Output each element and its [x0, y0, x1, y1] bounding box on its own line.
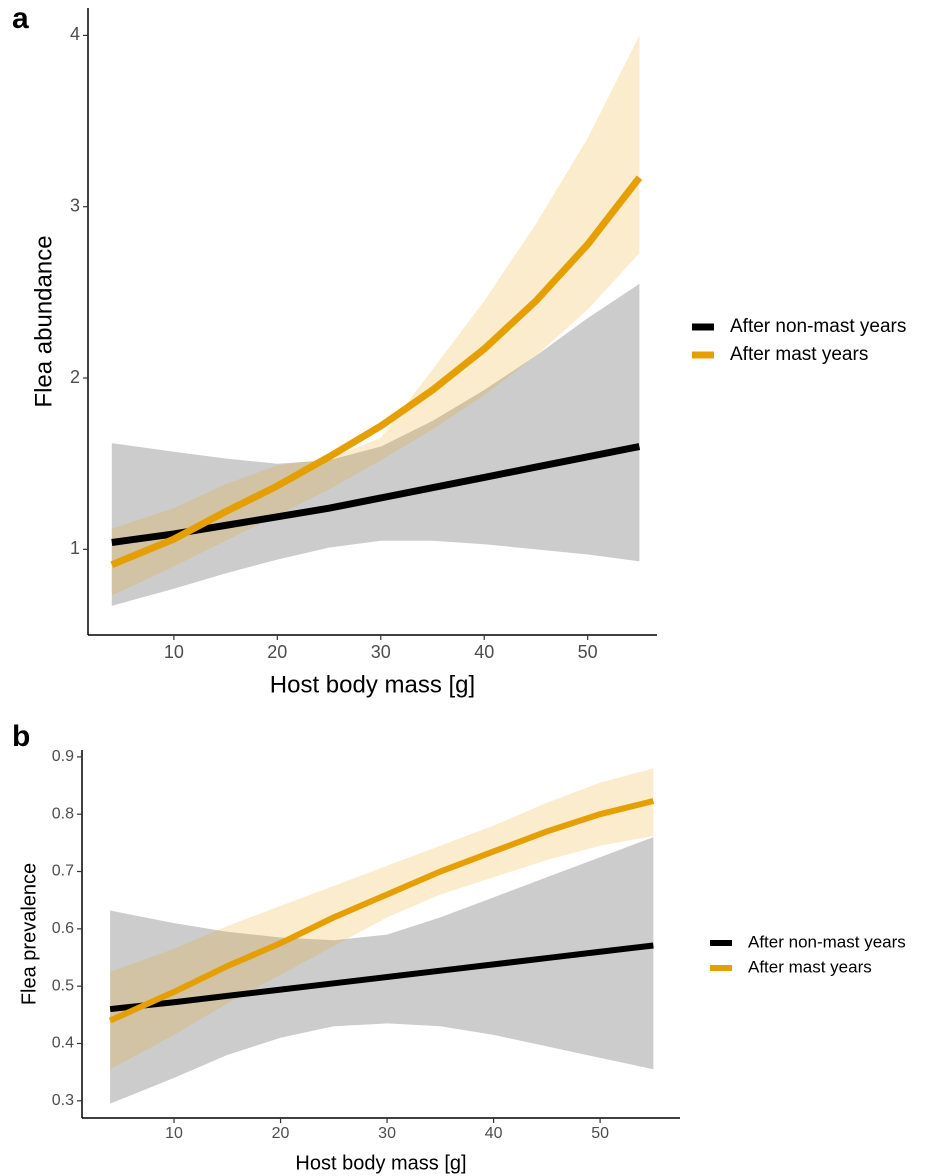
- y-tick-label: 0.4: [52, 1035, 74, 1052]
- y-tick-label: 1: [70, 538, 80, 558]
- y-tick-label: 0.8: [52, 805, 74, 822]
- x-tick-label: 50: [591, 1125, 609, 1142]
- x-tick-label: 10: [165, 1125, 183, 1142]
- legend-label: After mast years: [748, 957, 872, 976]
- legend-label: After non-mast years: [748, 932, 906, 951]
- legend-label: After mast years: [730, 344, 868, 365]
- panel-label: a: [12, 2, 29, 35]
- panel-label: b: [12, 720, 30, 753]
- x-tick-label: 40: [474, 642, 494, 662]
- y-tick-label: 2: [70, 367, 80, 387]
- trend-line: [111, 443, 641, 546]
- x-axis-label: Host body mass [g]: [270, 671, 475, 698]
- trend-line: [108, 798, 655, 1024]
- y-tick-label: 0.5: [52, 977, 74, 994]
- y-axis-label: Flea abundance: [30, 235, 57, 407]
- y-axis-label: Flea prevalence: [18, 863, 40, 1005]
- x-tick-label: 40: [485, 1125, 503, 1142]
- legend-label: After non-mast years: [730, 316, 906, 337]
- trend-line: [109, 942, 654, 1013]
- y-tick-label: 3: [70, 195, 80, 215]
- x-tick-label: 20: [267, 642, 287, 662]
- y-tick-label: 0.9: [52, 748, 74, 765]
- confidence-band: [110, 837, 654, 1104]
- x-tick-label: 30: [378, 1125, 396, 1142]
- x-tick-label: 30: [371, 642, 391, 662]
- trend-line: [110, 175, 643, 568]
- y-tick-label: 0.6: [52, 920, 74, 937]
- x-tick-label: 10: [164, 642, 184, 662]
- y-tick-label: 0.7: [52, 863, 74, 880]
- y-tick-label: 0.3: [52, 1092, 74, 1109]
- y-tick-label: 4: [70, 24, 80, 44]
- x-axis-label: Host body mass [g]: [295, 1152, 466, 1174]
- x-tick-label: 50: [578, 642, 598, 662]
- x-tick-label: 20: [272, 1125, 290, 1142]
